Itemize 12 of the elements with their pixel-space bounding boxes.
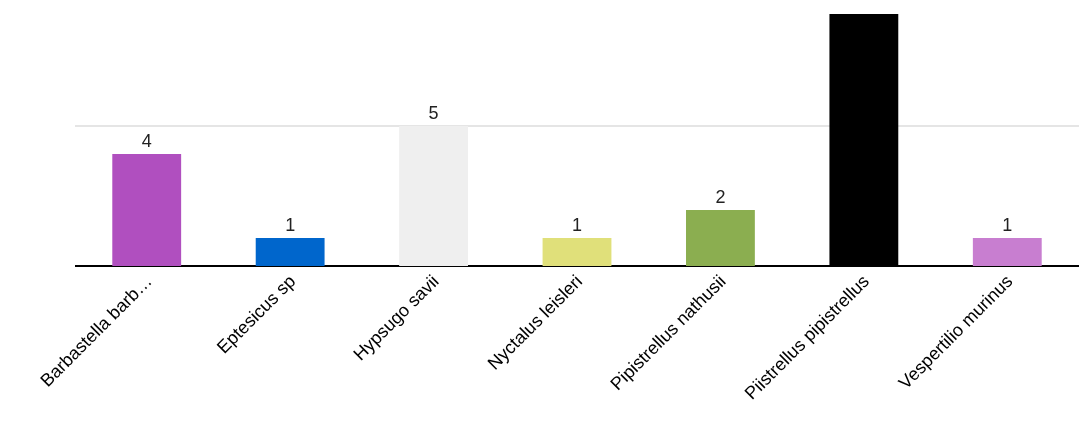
bar	[686, 210, 755, 266]
data-label: 1	[1002, 215, 1013, 235]
data-label: 2	[715, 187, 726, 207]
bar	[255, 238, 325, 266]
bar	[399, 126, 468, 266]
bar	[112, 154, 182, 266]
bar	[542, 238, 612, 266]
bar	[972, 238, 1042, 266]
data-label: 1	[571, 215, 583, 235]
data-label: 4	[141, 131, 152, 151]
data-label: 5	[428, 103, 439, 123]
data-label: 1	[285, 215, 296, 235]
